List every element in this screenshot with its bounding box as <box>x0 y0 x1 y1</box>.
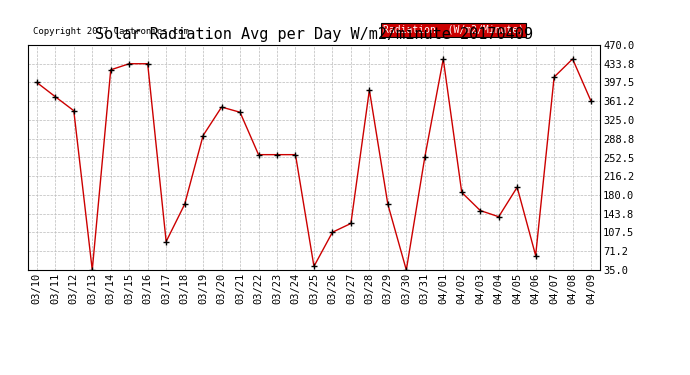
Text: Copyright 2017 Cartronics.com: Copyright 2017 Cartronics.com <box>33 27 189 36</box>
Title: Solar Radiation Avg per Day W/m2/minute 20170409: Solar Radiation Avg per Day W/m2/minute … <box>95 27 533 42</box>
Text: Radiation  (W/m2/Minute): Radiation (W/m2/Minute) <box>383 25 524 35</box>
